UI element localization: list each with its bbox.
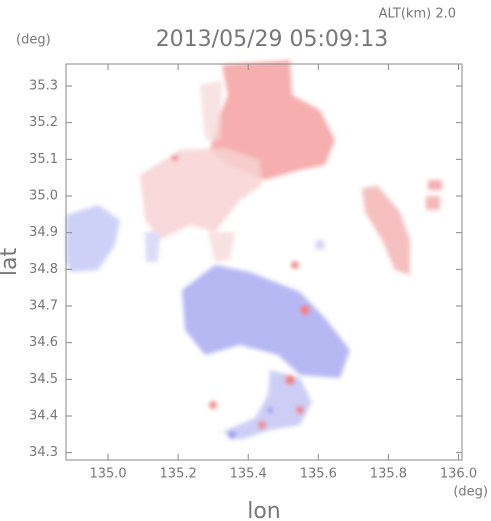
chart-title: 2013/05/29 05:09:13 xyxy=(156,27,389,52)
echo-blue-main xyxy=(182,265,350,378)
x-tick-label: 135.4 xyxy=(230,467,267,482)
x-axis-label: lon xyxy=(247,499,281,521)
x-tick-label: 135.2 xyxy=(160,467,197,482)
x-tick-label: 135.6 xyxy=(300,467,337,482)
y-tick-label: 34.6 xyxy=(29,335,58,350)
y-tick-label: 35.2 xyxy=(29,115,58,130)
echo-red xyxy=(210,60,335,180)
y-tick-label: 35.0 xyxy=(29,189,58,204)
echo-blue-dot xyxy=(315,240,325,250)
echo-red-dot xyxy=(300,305,310,315)
y-tick-label: 34.3 xyxy=(29,445,58,460)
echo-streak xyxy=(362,186,410,275)
x-tick-label: 135.0 xyxy=(89,467,126,482)
x-tick-label: 135.8 xyxy=(370,467,407,482)
y-axis-label: lat xyxy=(0,248,22,277)
y-tick-label: 34.7 xyxy=(29,299,58,314)
y-unit: (deg) xyxy=(16,33,51,48)
echo-pink-mid xyxy=(208,232,235,262)
echo-red-dot xyxy=(285,375,295,385)
x-unit: (deg) xyxy=(453,485,488,500)
echo-red-dot xyxy=(209,401,217,409)
echo-red-small xyxy=(428,180,442,190)
echo-red-small xyxy=(426,196,440,210)
y-tick-label: 34.5 xyxy=(29,372,58,387)
echo-blue-tail xyxy=(222,370,312,440)
y-tick-label: 34.9 xyxy=(29,225,58,240)
y-tick-label: 34.8 xyxy=(29,262,58,277)
y-tick-label: 34.4 xyxy=(29,409,58,424)
echo-blue-dot xyxy=(267,407,273,413)
y-tick-label: 35.3 xyxy=(29,79,58,94)
echo-blue-left xyxy=(66,205,120,272)
echo-red-dot xyxy=(172,155,178,161)
echo-pink-left xyxy=(200,80,222,140)
x-tick-label: 136.0 xyxy=(440,467,477,482)
plot-frame xyxy=(65,63,463,461)
echo-red-dot xyxy=(296,406,304,414)
y-tick-label: 35.1 xyxy=(29,152,58,167)
echo-red-dot xyxy=(291,261,299,269)
echo-pink xyxy=(140,148,262,240)
echo-blue-dot xyxy=(228,431,236,439)
altitude-label: ALT(km) 2.0 xyxy=(379,7,456,22)
echo-blue-small xyxy=(145,232,160,262)
radar-echoes xyxy=(66,60,442,440)
echo-red-dot xyxy=(258,421,266,429)
